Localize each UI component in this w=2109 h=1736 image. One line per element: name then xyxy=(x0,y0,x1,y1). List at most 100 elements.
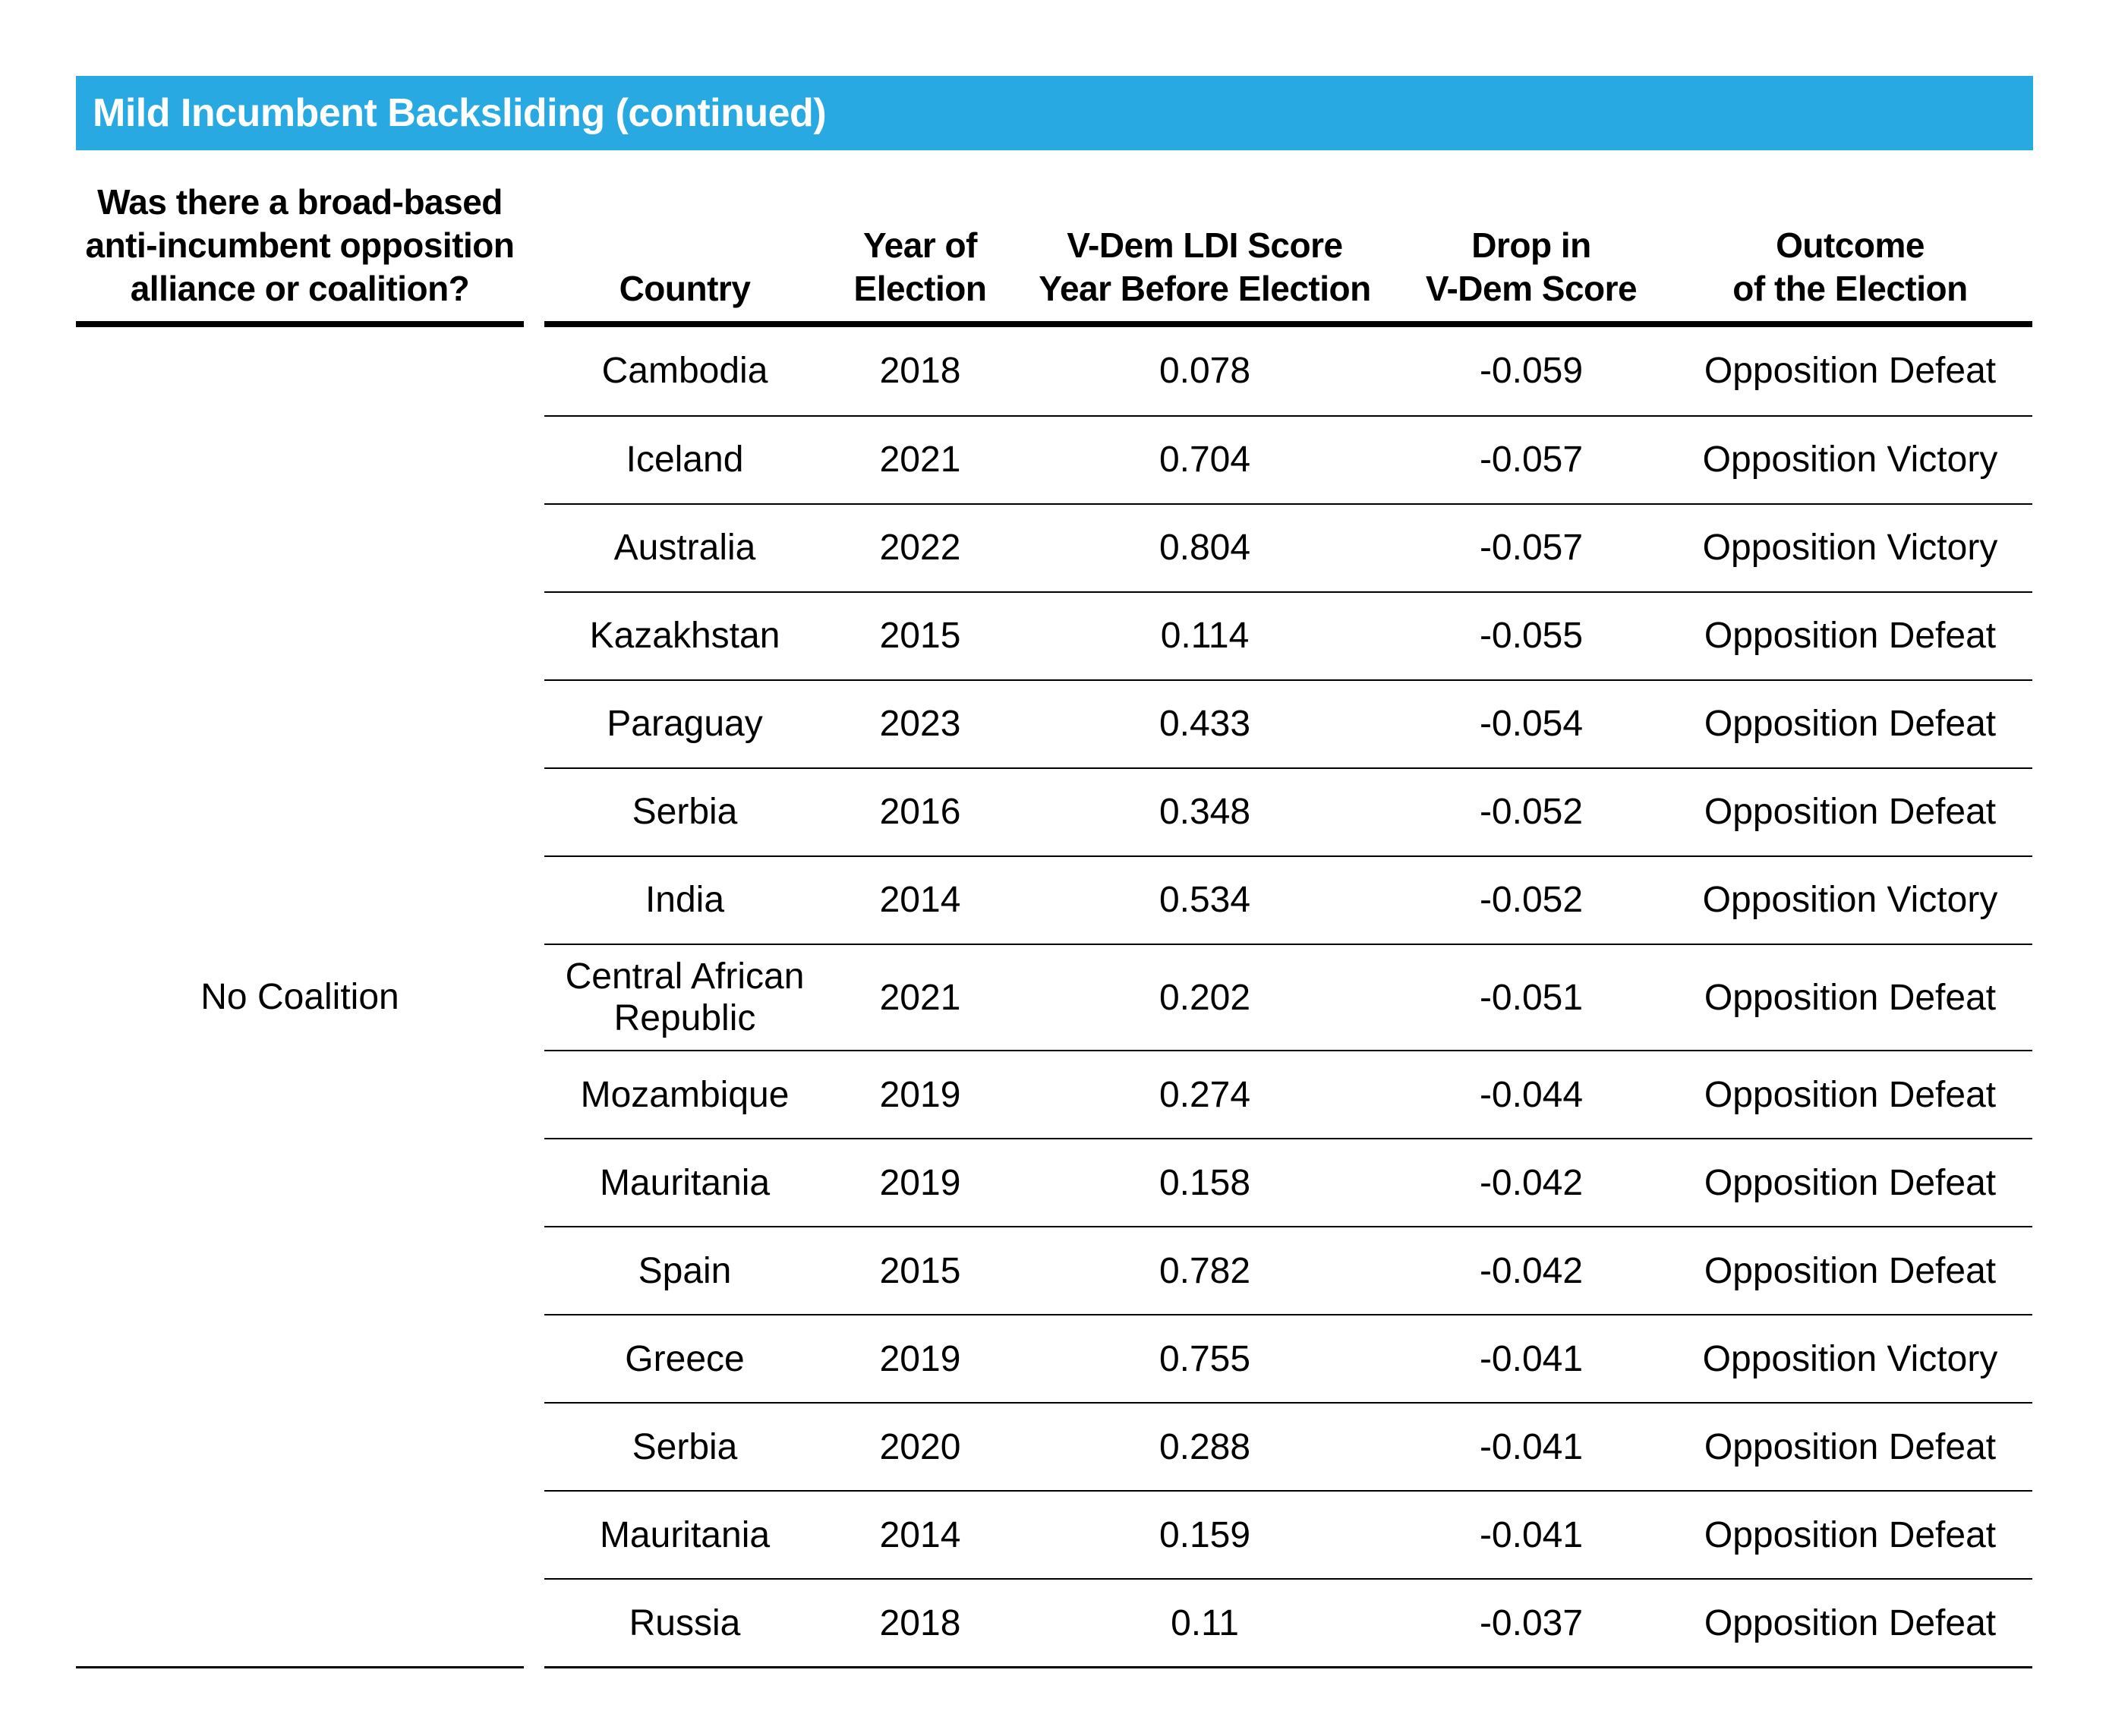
cell-ldi: 0.348 xyxy=(1159,792,1251,833)
column-header-coalition-question: Was there a broad-based anti-incumbent o… xyxy=(76,181,524,327)
cell-drop: -0.052 xyxy=(1479,792,1584,833)
table-rows: Cambodia 2018 0.078 -0.059 Opposition Defeat… xyxy=(544,327,2032,1669)
cell-year: 2018 xyxy=(879,1602,961,1643)
cell-outcome: Opposition Defeat xyxy=(1704,1426,1997,1467)
cell-year: 2022 xyxy=(879,528,961,569)
cell-year: 2015 xyxy=(879,616,961,657)
table-row: Cambodia 2018 0.078 -0.059 Opposition Defeat xyxy=(544,327,2032,415)
table-row: Mauritania 2019 0.158 -0.042 Opposition Defe… xyxy=(544,1138,2032,1226)
cell-ldi: 0.782 xyxy=(1159,1250,1251,1291)
column-header-country: Country xyxy=(619,269,751,308)
cell-country: Greece xyxy=(625,1338,745,1379)
cell-drop: -0.051 xyxy=(1479,977,1584,1018)
cell-year: 2019 xyxy=(879,1162,961,1203)
table-row: Iceland 2021 0.704 -0.057 Opposition Victory xyxy=(544,415,2032,503)
cell-ldi: 0.159 xyxy=(1159,1514,1251,1555)
cell-ldi: 0.704 xyxy=(1159,440,1251,480)
cell-country: Russia xyxy=(629,1602,741,1643)
section-header-bar: Mild Incumbent Backsliding (continued) xyxy=(76,76,2033,150)
table-header-row: Was there a broad-based anti-incumbent o… xyxy=(76,181,2033,327)
cell-outcome: Opposition Defeat xyxy=(1704,1074,1997,1115)
cell-ldi: 0.274 xyxy=(1159,1074,1251,1115)
table-row: Russia 2018 0.11 -0.037 Opposition Defeat xyxy=(544,1578,2032,1666)
column-header-vdem-ldi-score: V-Dem LDI Score Year Before Election xyxy=(1039,225,1371,308)
table-row: Kazakhstan 2015 0.114 -0.055 Opposition Defe… xyxy=(544,591,2032,679)
cell-outcome: Opposition Defeat xyxy=(1704,977,1997,1018)
section-title: Mild Incumbent Backsliding (continued) xyxy=(93,91,827,135)
cell-country: Mauritania xyxy=(599,1162,771,1203)
column-header-year: Year of Election xyxy=(853,225,987,308)
cell-outcome: Opposition Defeat xyxy=(1704,1250,1997,1291)
cell-country: Cambodia xyxy=(601,351,768,392)
cell-year: 2014 xyxy=(879,880,961,921)
cell-outcome: Opposition Victory xyxy=(1702,1338,1998,1379)
cell-year: 2018 xyxy=(879,351,961,392)
cell-ldi: 0.11 xyxy=(1171,1602,1239,1643)
cell-drop: -0.041 xyxy=(1479,1338,1584,1379)
table-row: India 2014 0.534 -0.052 Opposition Victory xyxy=(544,855,2032,944)
cell-ldi: 0.288 xyxy=(1159,1426,1251,1467)
table-row: Australia 2022 0.804 -0.057 Opposition Victo… xyxy=(544,503,2032,591)
table-body: No Coalition Cambodia 2018 0.078 -0.059 Oppo… xyxy=(76,327,2033,1669)
cell-outcome: Opposition Defeat xyxy=(1704,1162,1997,1203)
cell-drop: -0.041 xyxy=(1479,1426,1584,1467)
cell-ldi: 0.534 xyxy=(1159,880,1251,921)
table-column-headers: Country Year of Election V-Dem LDI Score… xyxy=(544,224,2032,327)
cell-ldi: 0.202 xyxy=(1159,977,1251,1018)
table-row: Mauritania 2014 0.159 -0.041 Opposition Defe… xyxy=(544,1490,2032,1578)
cell-year: 2023 xyxy=(879,704,961,745)
cell-drop: -0.044 xyxy=(1479,1074,1584,1115)
coalition-group-label: No Coalition xyxy=(200,976,399,1017)
cell-country: Kazakhstan xyxy=(589,616,780,657)
cell-country: Mozambique xyxy=(580,1074,790,1115)
table-row: Mozambique 2019 0.274 -0.044 Opposition Defe… xyxy=(544,1050,2032,1138)
cell-ldi: 0.158 xyxy=(1159,1162,1251,1203)
cell-ldi: 0.114 xyxy=(1160,616,1250,657)
coalition-group-cell: No Coalition xyxy=(76,327,524,1669)
column-header-outcome: Outcome of the Election xyxy=(1732,225,1968,308)
cell-ldi: 0.433 xyxy=(1159,704,1251,745)
table-row: Paraguay 2023 0.433 -0.054 Opposition Defeat xyxy=(544,679,2032,767)
cell-ldi: 0.804 xyxy=(1159,528,1251,569)
cell-country: Australia xyxy=(613,528,756,569)
table-row: Serbia 2016 0.348 -0.052 Opposition Defeat xyxy=(544,767,2032,855)
cell-country: Iceland xyxy=(626,440,744,480)
cell-outcome: Opposition Victory xyxy=(1702,880,1998,921)
cell-year: 2021 xyxy=(879,977,961,1018)
cell-drop: -0.054 xyxy=(1479,704,1584,745)
cell-country: Mauritania xyxy=(599,1514,771,1555)
cell-country: Paraguay xyxy=(607,704,763,745)
column-header-drop: Drop in V-Dem Score xyxy=(1425,225,1638,308)
cell-drop: -0.041 xyxy=(1479,1514,1584,1555)
cell-country: Serbia xyxy=(632,1426,738,1467)
cell-ldi: 0.078 xyxy=(1159,351,1251,392)
table-row: Spain 2015 0.782 -0.042 Opposition Defeat xyxy=(544,1226,2032,1314)
cell-year: 2016 xyxy=(879,792,961,833)
cell-country: India xyxy=(645,880,725,921)
cell-outcome: Opposition Defeat xyxy=(1704,1514,1997,1555)
cell-drop: -0.052 xyxy=(1479,880,1584,921)
cell-outcome: Opposition Victory xyxy=(1702,528,1998,569)
cell-drop: -0.037 xyxy=(1479,1602,1584,1643)
cell-drop: -0.055 xyxy=(1479,616,1584,657)
cell-outcome: Opposition Defeat xyxy=(1704,351,1997,392)
cell-year: 2020 xyxy=(879,1426,961,1467)
table-row: Serbia 2020 0.288 -0.041 Opposition Defeat xyxy=(544,1402,2032,1490)
table-row: Greece 2019 0.755 -0.041 Opposition Victory xyxy=(544,1314,2032,1402)
column-gap xyxy=(524,327,544,1668)
cell-outcome: Opposition Defeat xyxy=(1704,704,1997,745)
cell-drop: -0.057 xyxy=(1479,528,1584,569)
cell-drop: -0.057 xyxy=(1479,440,1584,480)
cell-outcome: Opposition Defeat xyxy=(1704,1602,1997,1643)
cell-outcome: Opposition Defeat xyxy=(1704,792,1997,833)
cell-year: 2014 xyxy=(879,1514,961,1555)
table-row: Central African Republic 2021 0.202 -0.051 O… xyxy=(544,944,2032,1050)
cell-drop: -0.042 xyxy=(1479,1250,1584,1291)
cell-outcome: Opposition Victory xyxy=(1702,440,1998,480)
cell-drop: -0.042 xyxy=(1479,1162,1584,1203)
cell-ldi: 0.755 xyxy=(1159,1338,1251,1379)
cell-country: Central African Republic xyxy=(565,956,805,1039)
cell-year: 2019 xyxy=(879,1338,961,1379)
cell-outcome: Opposition Defeat xyxy=(1704,616,1997,657)
